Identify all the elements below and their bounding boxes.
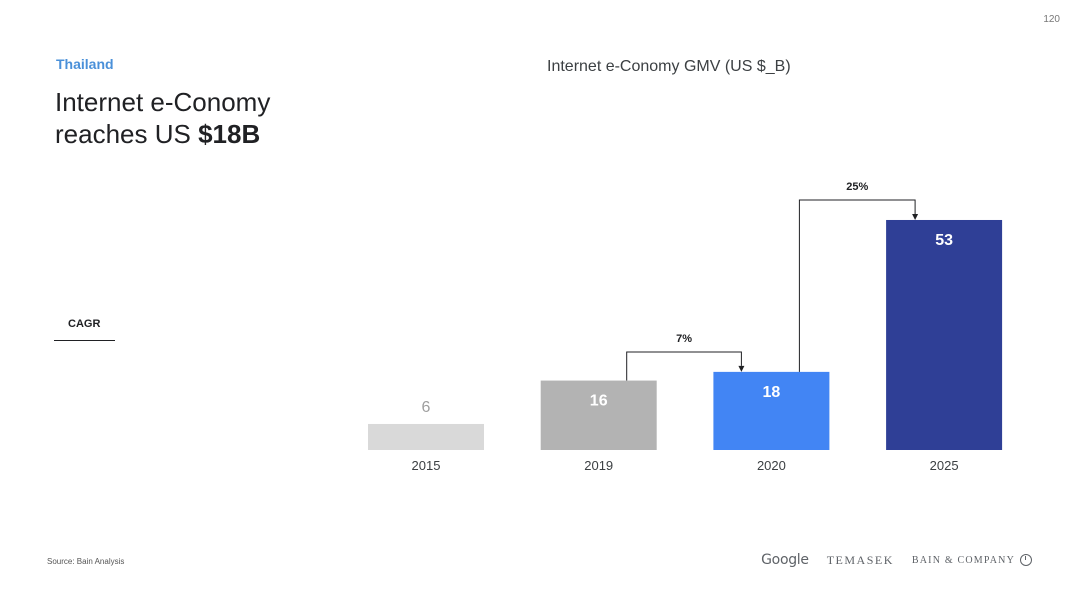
- cagr-legend-label: CAGR: [68, 318, 101, 330]
- headline-prefix: reaches US: [55, 119, 199, 149]
- headline-line-2: reaches US $18B: [55, 118, 270, 150]
- bain-logo: BAIN & COMPANY: [912, 554, 1032, 566]
- tick-label-2025: 2025: [930, 458, 959, 473]
- headline-line-1: Internet e-Conomy: [55, 87, 271, 117]
- temasek-logo: TEMASEK: [826, 552, 894, 567]
- bain-mark-icon: [1020, 554, 1032, 566]
- bar-2019: [540, 380, 657, 450]
- region-label: Thailand: [56, 56, 114, 72]
- value-label-2020: 18: [763, 384, 781, 401]
- chart-title: Internet e-Conomy GMV (US $_B): [547, 58, 791, 75]
- headline-value: $18B: [198, 119, 261, 149]
- bar-2025: [886, 219, 1003, 450]
- tick-label-2020: 2020: [757, 458, 786, 473]
- source-note: Source: Bain Analysis: [47, 557, 125, 566]
- cagr-arrowhead-2019-2020: [738, 365, 745, 372]
- bar-2020: [713, 371, 830, 450]
- cagr-arrowhead-2020-2025: [912, 213, 919, 220]
- cagr-arrow-2019-2020: [626, 351, 742, 381]
- bar-2015: [368, 423, 484, 450]
- value-label-2019: 16: [590, 393, 608, 410]
- value-label-2015: 6: [422, 399, 431, 416]
- tick-label-2019: 2019: [584, 458, 613, 473]
- cagr-label-2020-2025: 25%: [846, 181, 868, 193]
- page-number: 120: [1043, 14, 1060, 25]
- cagr-arrow-2020-2025: [798, 199, 916, 372]
- tick-label-2015: 2015: [412, 458, 441, 473]
- bain-logo-text: BAIN & COMPANY: [911, 554, 1015, 566]
- partner-logos: Google TEMASEK BAIN & COMPANY: [761, 552, 1032, 568]
- headline: Internet e-Conomy reaches US $18B: [55, 86, 270, 150]
- cagr-label-2019-2020: 7%: [676, 333, 692, 345]
- value-label-2025: 53: [935, 232, 953, 249]
- cagr-legend-rule: [54, 340, 115, 341]
- google-logo: Google: [761, 552, 809, 568]
